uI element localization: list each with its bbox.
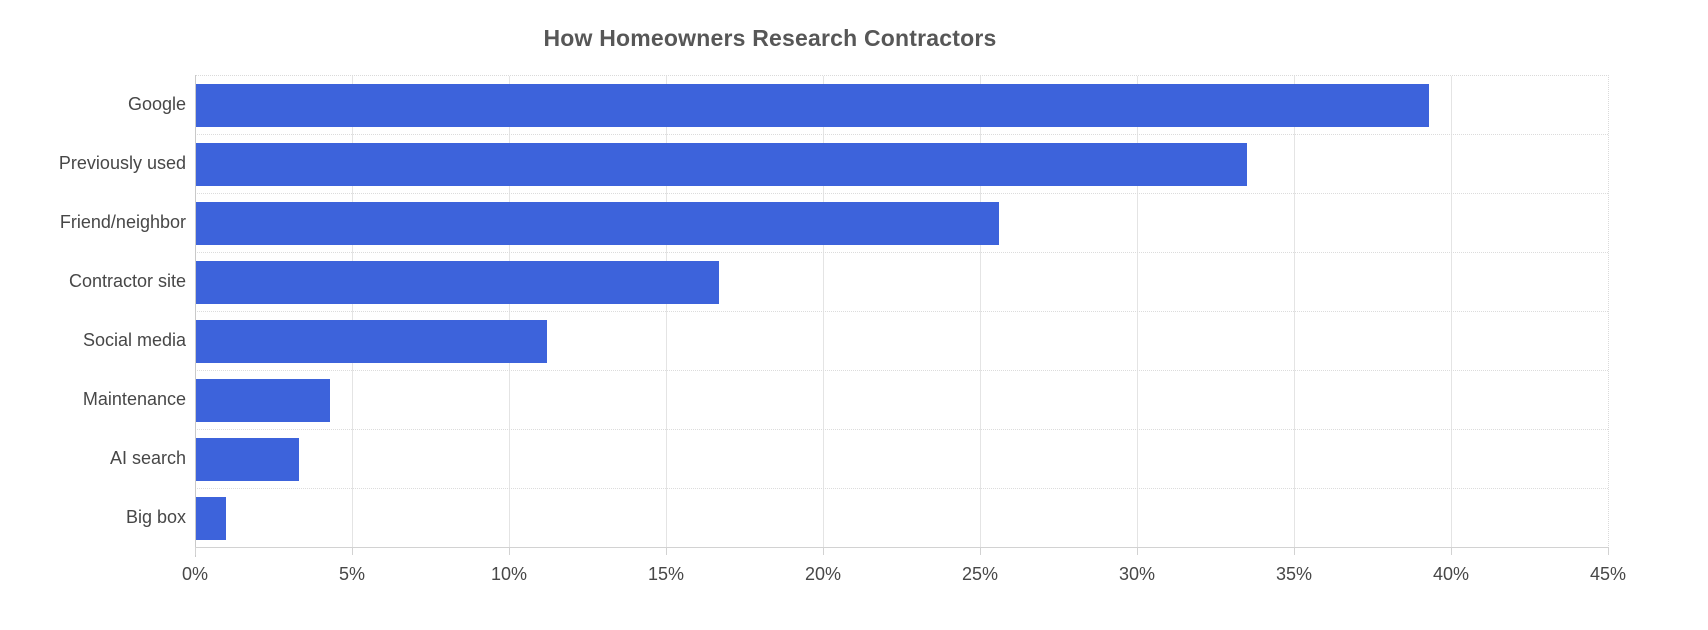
gridline bbox=[352, 76, 353, 548]
gridline bbox=[823, 76, 824, 548]
x-tick-label: 20% bbox=[804, 564, 842, 584]
axis-tick bbox=[1137, 547, 1138, 555]
x-tick-label: 5% bbox=[338, 564, 365, 584]
x-tick-label: 10% bbox=[490, 564, 528, 584]
gridline bbox=[509, 76, 510, 548]
category-label: Big box bbox=[125, 507, 186, 527]
category-label: AI search bbox=[109, 448, 186, 468]
category-label: Friend/neighbor bbox=[59, 212, 186, 232]
axis-tick bbox=[823, 547, 824, 555]
gridline bbox=[666, 76, 667, 548]
axis-tick bbox=[980, 547, 981, 555]
x-tick-label: 0% bbox=[181, 564, 208, 584]
bar bbox=[195, 497, 227, 540]
bar bbox=[195, 320, 547, 363]
gridline bbox=[1451, 76, 1452, 548]
chart-row bbox=[195, 312, 1608, 371]
chart-row bbox=[195, 371, 1608, 430]
category-label: Maintenance bbox=[82, 389, 186, 409]
chart-title: How Homeowners Research Contractors bbox=[543, 25, 997, 51]
x-tick-label: 35% bbox=[1275, 564, 1313, 584]
bar bbox=[195, 202, 999, 245]
axis-tick bbox=[509, 547, 510, 555]
x-tick-label: 45% bbox=[1589, 564, 1627, 584]
x-tick-label: 30% bbox=[1118, 564, 1156, 584]
gridline bbox=[980, 76, 981, 548]
gridline bbox=[1294, 76, 1295, 548]
axis-tick bbox=[1451, 547, 1452, 555]
chart-row bbox=[195, 430, 1608, 489]
plot-area bbox=[195, 75, 1609, 548]
x-tick-label: 40% bbox=[1432, 564, 1470, 584]
bar bbox=[195, 438, 299, 481]
category-label: Contractor site bbox=[68, 271, 186, 291]
axis-tick bbox=[1294, 547, 1295, 555]
axis-tick bbox=[1608, 547, 1609, 555]
gridline bbox=[1137, 76, 1138, 548]
chart-row bbox=[195, 76, 1608, 135]
chart-row bbox=[195, 253, 1608, 312]
chart-row bbox=[195, 489, 1608, 548]
category-label: Social media bbox=[82, 330, 186, 350]
category-label: Previously used bbox=[58, 153, 186, 173]
axis-tick bbox=[666, 547, 667, 555]
bar bbox=[195, 143, 1247, 186]
chart-row bbox=[195, 135, 1608, 194]
bar bbox=[195, 84, 1430, 127]
x-tick-label: 15% bbox=[647, 564, 685, 584]
x-axis-line bbox=[195, 547, 1609, 548]
bar bbox=[195, 261, 720, 304]
chart-row bbox=[195, 194, 1608, 253]
y-axis-line bbox=[195, 75, 196, 557]
axis-tick bbox=[352, 547, 353, 555]
category-label: Google bbox=[127, 94, 186, 114]
bar bbox=[195, 379, 331, 422]
x-tick-label: 25% bbox=[961, 564, 999, 584]
